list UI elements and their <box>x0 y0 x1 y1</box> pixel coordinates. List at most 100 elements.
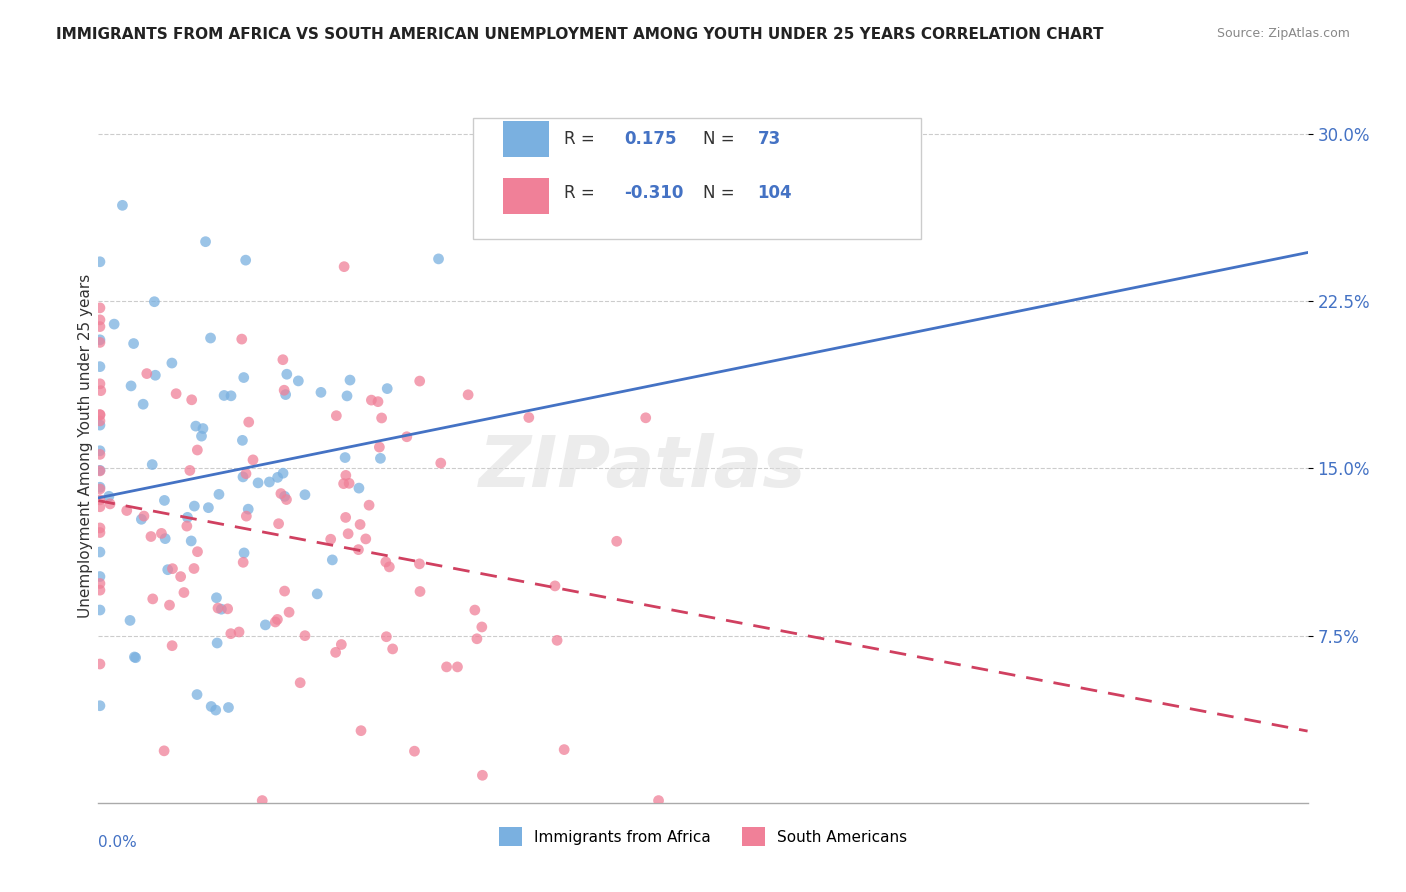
Point <box>276 368 298 382</box>
Point <box>194 235 217 249</box>
Point <box>354 532 377 546</box>
Point <box>337 476 360 491</box>
Text: R =: R = <box>564 130 595 148</box>
Point <box>321 553 343 567</box>
Text: ZIPatlas: ZIPatlas <box>479 433 806 502</box>
Point <box>180 533 202 548</box>
Point <box>294 488 316 502</box>
Point <box>370 451 392 466</box>
Point <box>250 794 273 808</box>
Point <box>219 389 242 403</box>
Point <box>205 636 228 650</box>
Point <box>274 387 297 401</box>
Point <box>381 641 404 656</box>
Point <box>89 525 111 540</box>
Point <box>89 657 111 671</box>
Point <box>124 650 146 665</box>
Point <box>427 252 450 266</box>
Point <box>153 493 176 508</box>
Point <box>375 382 398 396</box>
Point <box>89 301 111 315</box>
Point <box>165 386 187 401</box>
Point <box>232 555 254 569</box>
Point <box>339 373 361 387</box>
Point <box>212 388 235 402</box>
Point <box>89 482 111 496</box>
Point <box>191 421 214 435</box>
Point <box>135 367 157 381</box>
Point <box>231 434 253 448</box>
Point <box>132 397 155 411</box>
Point <box>546 633 568 648</box>
Point <box>89 569 111 583</box>
Point <box>89 335 111 350</box>
Point <box>259 475 281 489</box>
Point <box>634 410 657 425</box>
Point <box>276 492 298 507</box>
Point <box>142 591 165 606</box>
Point <box>184 419 207 434</box>
Point <box>335 510 357 524</box>
Point <box>111 198 134 212</box>
Point <box>160 639 183 653</box>
Point <box>122 336 145 351</box>
Point <box>349 517 371 532</box>
Point <box>186 688 208 702</box>
Point <box>209 602 232 616</box>
Point <box>197 500 219 515</box>
Point <box>337 526 360 541</box>
Text: Source: ZipAtlas.com: Source: ZipAtlas.com <box>1216 27 1350 40</box>
Point <box>335 468 357 483</box>
Point <box>408 374 430 388</box>
Text: -0.310: -0.310 <box>624 184 683 202</box>
Point <box>89 464 111 478</box>
Point <box>169 569 191 583</box>
Point <box>89 414 111 428</box>
Point <box>330 638 353 652</box>
Point <box>273 489 295 503</box>
Point <box>378 560 401 574</box>
Point <box>89 698 111 713</box>
Point <box>103 317 125 331</box>
Point <box>606 534 628 549</box>
Y-axis label: Unemployment Among Youth under 25 years: Unemployment Among Youth under 25 years <box>77 274 93 618</box>
Point <box>374 555 396 569</box>
Point <box>200 331 222 345</box>
Point <box>179 463 201 477</box>
Point <box>156 563 179 577</box>
Point <box>173 585 195 599</box>
Point <box>232 370 254 384</box>
Point <box>367 394 389 409</box>
Point <box>242 453 264 467</box>
Point <box>190 429 212 443</box>
Point <box>176 519 198 533</box>
Point <box>267 516 290 531</box>
Point <box>217 700 239 714</box>
Text: 73: 73 <box>758 130 780 148</box>
Point <box>98 497 121 511</box>
Point <box>97 489 120 503</box>
Point <box>271 352 294 367</box>
Point <box>89 492 111 507</box>
Point <box>254 618 277 632</box>
Point <box>207 601 229 615</box>
Point <box>124 650 146 665</box>
Point <box>409 584 432 599</box>
Point <box>141 458 163 472</box>
Point <box>90 384 112 398</box>
Point <box>350 723 373 738</box>
Point <box>553 742 575 756</box>
Point <box>395 430 418 444</box>
Point <box>307 587 329 601</box>
Point <box>375 630 398 644</box>
Point <box>89 480 111 494</box>
Point <box>228 625 250 640</box>
Text: 0.175: 0.175 <box>624 130 676 148</box>
Point <box>370 411 392 425</box>
Point <box>89 443 111 458</box>
Text: 104: 104 <box>758 184 792 202</box>
Point <box>162 562 184 576</box>
Point <box>332 476 354 491</box>
Point <box>183 499 205 513</box>
Point <box>231 332 253 346</box>
